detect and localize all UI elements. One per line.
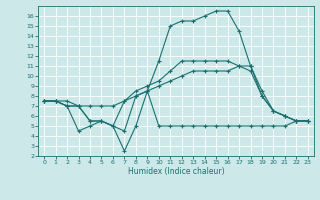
- X-axis label: Humidex (Indice chaleur): Humidex (Indice chaleur): [128, 167, 224, 176]
